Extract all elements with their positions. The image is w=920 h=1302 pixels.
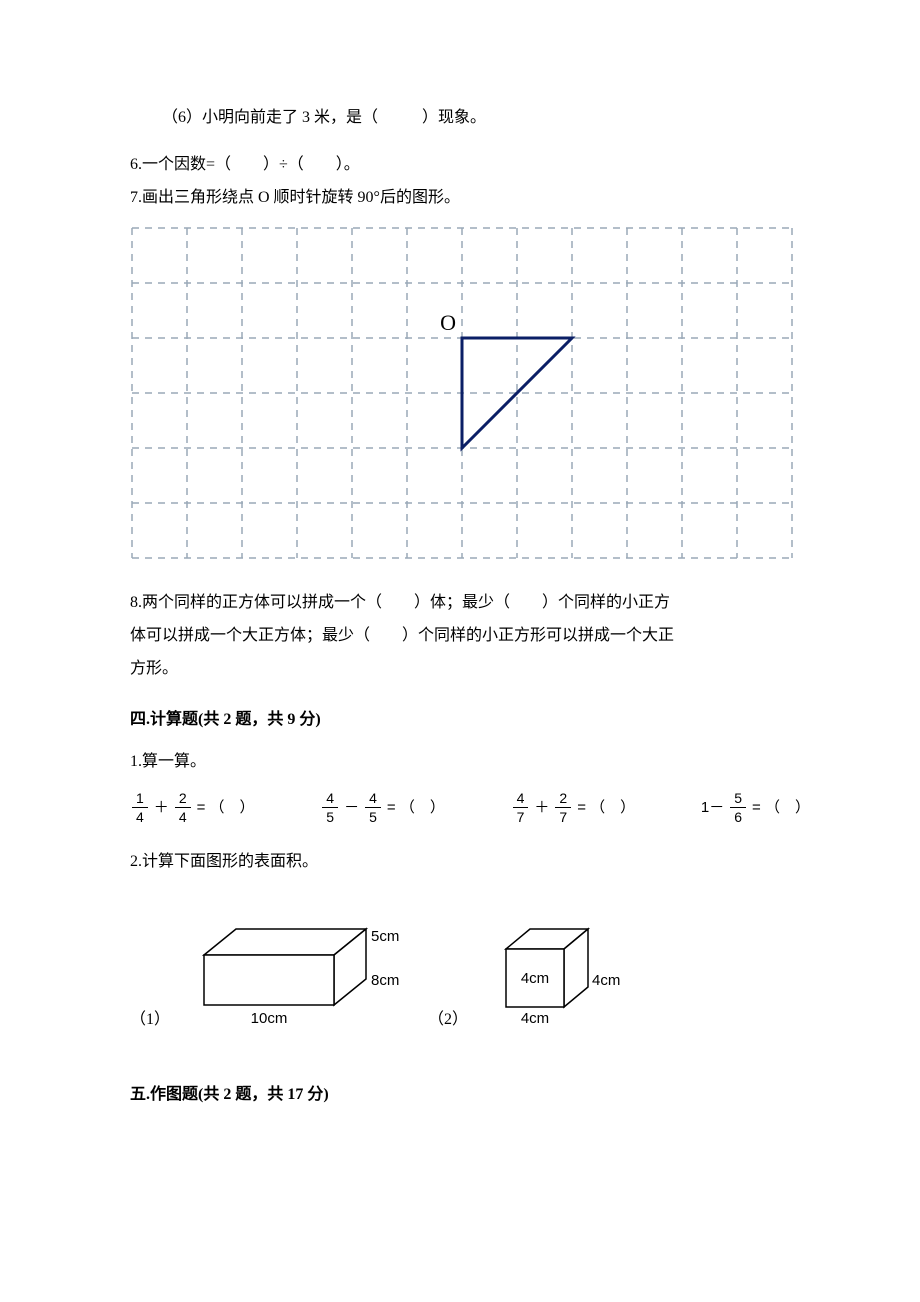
- svg-text:4cm: 4cm: [592, 972, 620, 989]
- question-8-line3: 方形。: [130, 655, 810, 684]
- cuboid-figure: 5cm 8cm 10cm: [194, 915, 404, 1035]
- calc-item-4: 1－56 = （ ）: [701, 791, 810, 824]
- s4-q2: 2.计算下面图形的表面积。: [130, 848, 810, 877]
- svg-text:8cm: 8cm: [371, 972, 399, 989]
- svg-text:5cm: 5cm: [371, 928, 399, 945]
- question-7: 7.画出三角形绕点 O 顺时针旋转 90°后的图形。: [130, 184, 810, 213]
- svg-text:4cm: 4cm: [521, 970, 549, 987]
- question-6: 6.一个因数=（ ）÷（ ）。: [130, 151, 810, 180]
- section-5-title: 五.作图题(共 2 题，共 17 分): [130, 1081, 810, 1110]
- section-4-title: 四.计算题(共 2 题，共 9 分): [130, 706, 810, 735]
- q5-6-prefix: （6）小明向前走了 3 米，是（: [162, 109, 378, 126]
- shape2-index: （2）: [428, 1006, 468, 1035]
- shape1-index: （1）: [130, 1006, 170, 1035]
- q5-6-suffix: ）现象。: [422, 109, 486, 126]
- s4-q1: 1.算一算。: [130, 748, 810, 777]
- calc-row: 14 ＋ 24 = （ ） 45 － 45 = （ ） 47 ＋ 27 = （ ） 1…: [130, 791, 810, 824]
- question-5-6: （6）小明向前走了 3 米，是（ ）现象。: [130, 104, 810, 133]
- calc-item-3: 47 ＋ 27 = （ ）: [511, 791, 636, 824]
- calc-item-1: 14 ＋ 24 = （ ）: [130, 791, 255, 824]
- grid-svg: O: [130, 226, 794, 560]
- svg-text:10cm: 10cm: [251, 1010, 288, 1027]
- page: （6）小明向前走了 3 米，是（ ）现象。 6.一个因数=（ ）÷（ ）。 7.…: [0, 0, 920, 1184]
- question-8-line2: 体可以拼成一个大正方体；最少（ ）个同样的小正方形可以拼成一个大正: [130, 622, 810, 651]
- shape-row: （1） 5cm 8cm 10cm （2） 4cm 4cm 4cm: [130, 915, 810, 1035]
- svg-text:O: O: [440, 310, 456, 335]
- grid-rotation-figure: O: [130, 226, 810, 571]
- question-8-line1: 8.两个同样的正方体可以拼成一个（ ）体；最少（ ）个同样的小正方: [130, 589, 810, 618]
- cube-figure: 4cm 4cm 4cm: [492, 915, 642, 1035]
- blank-phenomenon[interactable]: [382, 109, 418, 126]
- calc-item-2: 45 － 45 = （ ）: [320, 791, 445, 824]
- svg-text:4cm: 4cm: [521, 1010, 549, 1027]
